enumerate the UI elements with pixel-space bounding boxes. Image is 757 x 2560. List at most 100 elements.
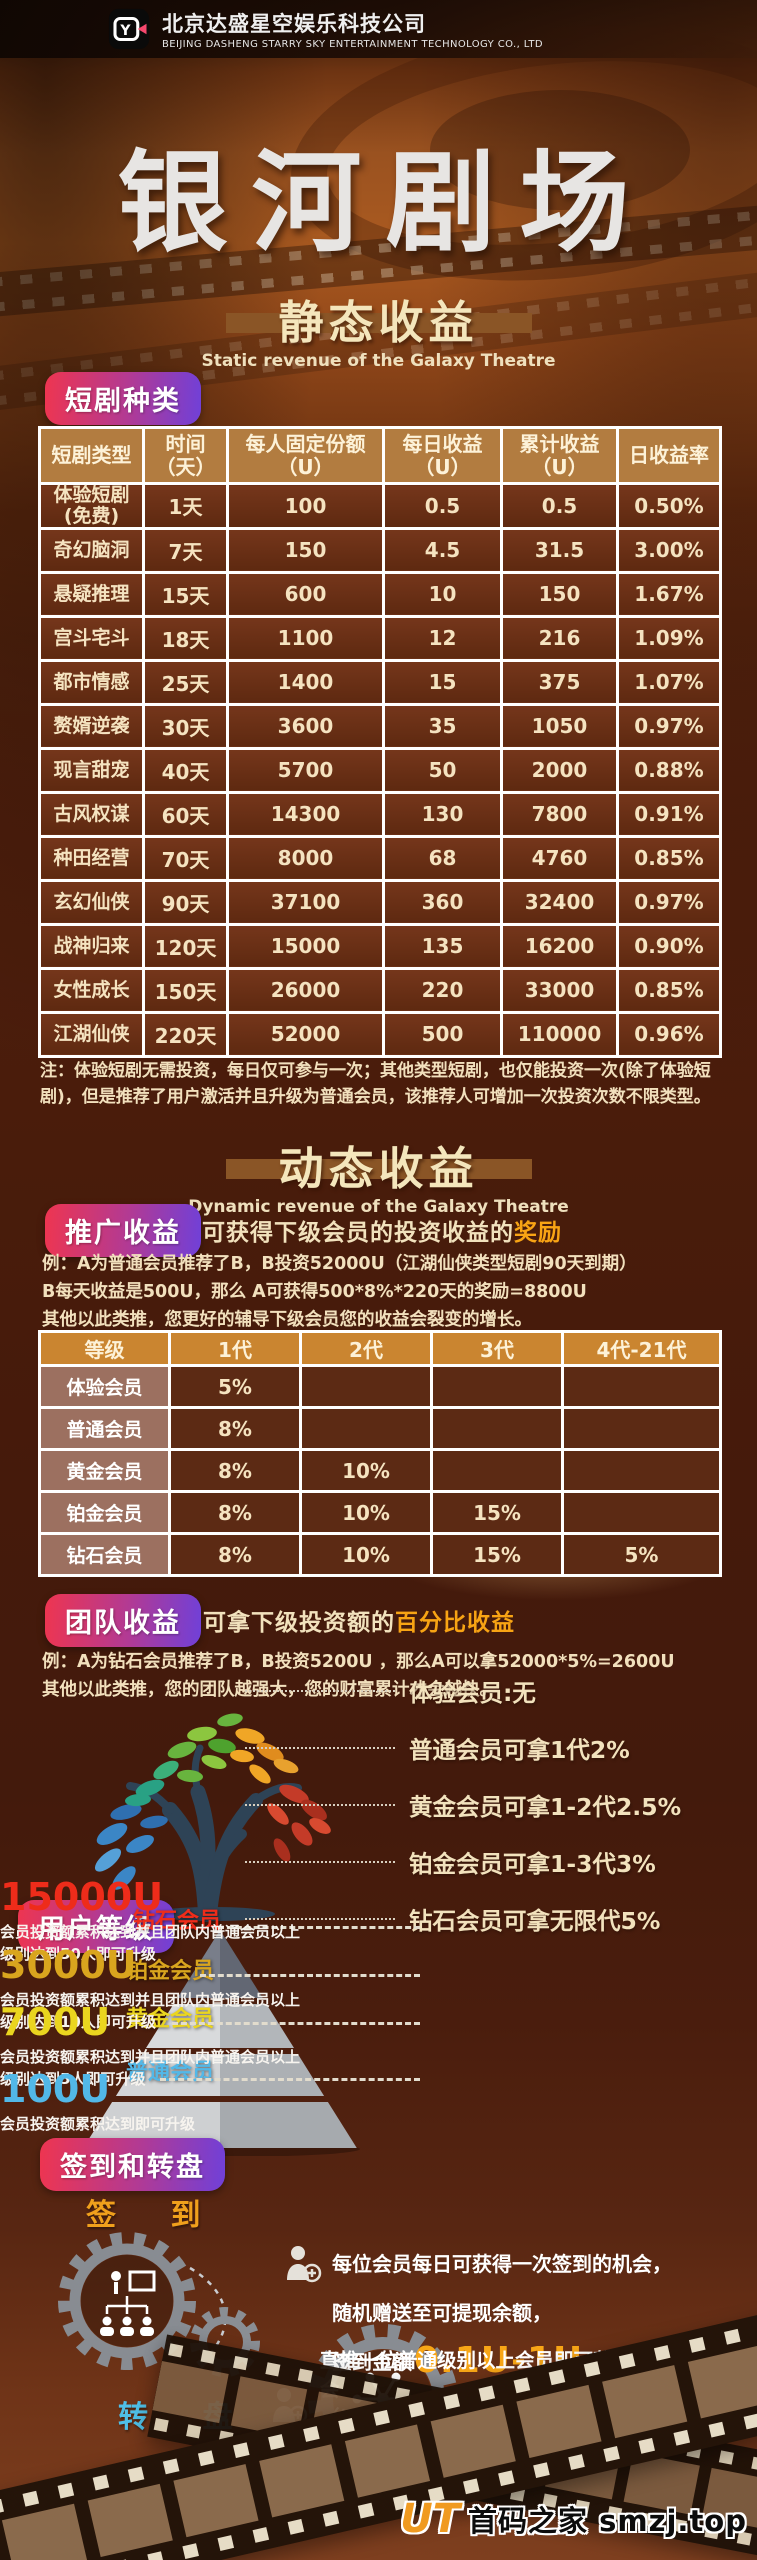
member-add-icon: [287, 2246, 322, 2283]
tree-label-row: 铂金会员可拿1-3代3%: [245, 1833, 720, 1890]
drama-cell: 0.5: [382, 482, 503, 530]
drama-cell: 悬疑推理: [38, 570, 145, 618]
generation-table: 等级 1代 2代 3代 4代-21代 体验会员 5% 普通会员 8% 黄金会员 8% 10% 铂金会员…: [38, 1330, 722, 1577]
drama-cell: 0.88%: [616, 746, 722, 794]
drama-cell: 7800: [500, 790, 619, 838]
generation-cell: 5%: [168, 1364, 302, 1409]
drama-cell: 600: [226, 570, 385, 618]
signin-gear-icon: [58, 2232, 196, 2370]
drama-cell: 150: [226, 526, 385, 574]
generation-cell: 10%: [299, 1532, 433, 1577]
drama-cell: 战神归来: [38, 922, 145, 970]
tier-connector-line: [218, 1926, 420, 1929]
generation-table-header-row: 等级 1代 2代 3代 4代-21代: [38, 1330, 722, 1367]
drama-cell: 26000: [226, 966, 385, 1014]
drama-row: 江湖仙侠 220天 52000 500 110000 0.96%: [38, 1010, 722, 1058]
drama-col-header: 日收益率: [616, 426, 722, 485]
drama-table: 短剧类型 时间 （天） 每人固定份额 （U） 每日收益 （U） 累计收益 （U） 日收益率…: [38, 426, 722, 1058]
team-revenue-badge: 团队收益: [45, 1594, 201, 1647]
promo-desc-text: 可获得下级会员的投资收益的: [202, 1220, 514, 1246]
drama-cell: 52000: [226, 1010, 385, 1058]
tree-label-row: 体验会员:无: [245, 1662, 720, 1719]
tree-label-row: 黄金会员可拿1-2代2.5%: [245, 1776, 720, 1833]
signin-line: 随机赠送至可提现余额，: [332, 2301, 552, 2325]
user-level-badge: 用户等级: [18, 1900, 174, 1953]
generation-cell: 8%: [168, 1448, 302, 1493]
generation-cell: 15%: [430, 1490, 564, 1535]
drama-cell: 30天: [142, 702, 229, 750]
drama-cell: 16200: [500, 922, 619, 970]
drama-cell: 120天: [142, 922, 229, 970]
drama-cell: 135: [382, 922, 503, 970]
generation-cell: 10%: [299, 1448, 433, 1493]
tier-upgrade-desc: 会员投资额累积达到并且团队内普通会员以上 级别达到5人即可升级: [0, 2047, 301, 2088]
drama-cell: 0.85%: [616, 834, 722, 882]
drama-cell: 2000: [500, 746, 619, 794]
generation-cell: [430, 1364, 564, 1409]
generation-cell: 钻石会员: [38, 1532, 171, 1577]
drama-cell: 216: [500, 614, 619, 662]
drama-cell: 1.07%: [616, 658, 722, 706]
example-line: 例：A为普通会员推荐了B，B投资52000U（江湖仙侠类型短剧90天到期）: [42, 1254, 637, 1274]
drama-cell: 70天: [142, 834, 229, 882]
drama-row: 种田经营 70天 8000 68 4760 0.85%: [38, 834, 722, 882]
drama-cell: 0.5: [500, 482, 619, 530]
example-line: B每天收益是500U，那么 A可获得500*8%*220天的奖励=8800U: [42, 1282, 587, 1302]
drama-row: 悬疑推理 15天 600 10 150 1.67%: [38, 570, 722, 618]
drama-row: 女性成长 150天 26000 220 33000 0.85%: [38, 966, 722, 1014]
drama-cell: 4760: [500, 834, 619, 882]
drama-cell: 种田经营: [38, 834, 145, 882]
drama-cell: 360: [382, 878, 503, 926]
tier-info-block: 15000U 会员投资额累积达到并且团队内普通会员以上 级别达到50人即可升级: [0, 1877, 315, 1965]
drama-cell: 220天: [142, 1010, 229, 1058]
drama-cell: 0.96%: [616, 1010, 722, 1058]
drama-cell: 35: [382, 702, 503, 750]
company-name-block: 北京达盛星空娱乐科技公司 BEIJING DASHENG STARRY SKY …: [162, 8, 543, 50]
drama-cell: 7天: [142, 526, 229, 574]
drama-cell: 50: [382, 746, 503, 794]
drama-cell: 3600: [226, 702, 385, 750]
generation-cell: [299, 1364, 433, 1409]
tier-connector-line: [200, 1974, 420, 1977]
generation-row: 黄金会员 8% 10%: [38, 1448, 722, 1493]
promo-revenue-badge: 推广收益: [45, 1204, 201, 1257]
dotted-line: [245, 1746, 395, 1749]
svg-text:Y: Y: [119, 23, 131, 39]
promo-desc-highlight: 奖励: [514, 1220, 562, 1246]
dotted-line: [245, 1803, 395, 1806]
generation-cell: [561, 1364, 722, 1409]
drama-row: 赘婿逆袭 30天 3600 35 1050 0.97%: [38, 702, 722, 750]
generation-cell: 10%: [299, 1490, 433, 1535]
static-section-title: 静态收益: [278, 296, 479, 349]
drama-cell: 60天: [142, 790, 229, 838]
generation-cell: 5%: [561, 1532, 722, 1577]
drama-cell: 都市情感: [38, 658, 145, 706]
drama-cell: 40天: [142, 746, 229, 794]
title-bar-decoration: [225, 313, 532, 333]
drama-cell: 0.50%: [616, 482, 722, 530]
title-bar-decoration: [225, 1159, 532, 1179]
drama-table-body: 体验短剧 (免费) 1天 100 0.5 0.5 0.50% 奇幻脑洞 7天 150 4.5 31.…: [38, 482, 722, 1058]
signin-line: 每位会员每日可获得一次签到的机会，: [332, 2252, 672, 2276]
drama-row: 奇幻脑洞 7天 150 4.5 31.5 3.00%: [38, 526, 722, 574]
tree-label-row: 钻石会员可拿无限代5%: [245, 1890, 720, 1947]
dotted-line: [245, 1860, 395, 1863]
generation-cell: [430, 1448, 564, 1493]
tier-connector-line: [160, 2078, 420, 2081]
promo-desc: 可获得下级会员的投资收益的奖励: [202, 1213, 562, 1247]
company-logo-icon: Y: [108, 8, 150, 50]
drama-cell: 32400: [500, 878, 619, 926]
generation-cell: 普通会员: [38, 1406, 171, 1451]
drama-row: 都市情感 25天 1400 15 375 1.07%: [38, 658, 722, 706]
drama-cell: 5700: [226, 746, 385, 794]
drama-cell: 12: [382, 614, 503, 662]
generation-col-header: 2代: [299, 1330, 433, 1367]
drama-col-header: 累计收益 （U）: [500, 426, 619, 485]
generation-cell: [430, 1406, 564, 1451]
drama-cell: 500: [382, 1010, 503, 1058]
example-line: 例：A为钻石会员推荐了B，B投资5200U ，那么A可以拿52000*5%=26…: [42, 1652, 675, 1672]
drama-cell: 33000: [500, 966, 619, 1014]
tree-label: 普通会员可拿1代2%: [409, 1735, 630, 1764]
drama-cell: 宫斗宅斗: [38, 614, 145, 662]
